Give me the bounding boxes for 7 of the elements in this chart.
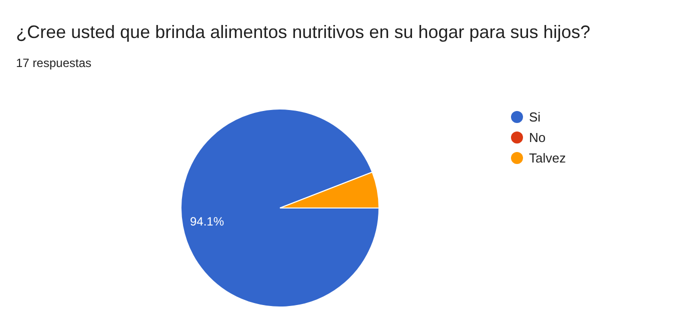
data-label: 94.1% [190,214,224,229]
chart-title: ¿Cree usted que brinda alimentos nutritivos en su hogar para sus hijos? [16,22,590,42]
pie-slice [180,108,380,308]
legend-label: No [529,130,546,145]
legend-label: Talvez [529,150,566,166]
text: 17 respuestas [16,56,92,70]
legend-label: Si [529,110,541,124]
